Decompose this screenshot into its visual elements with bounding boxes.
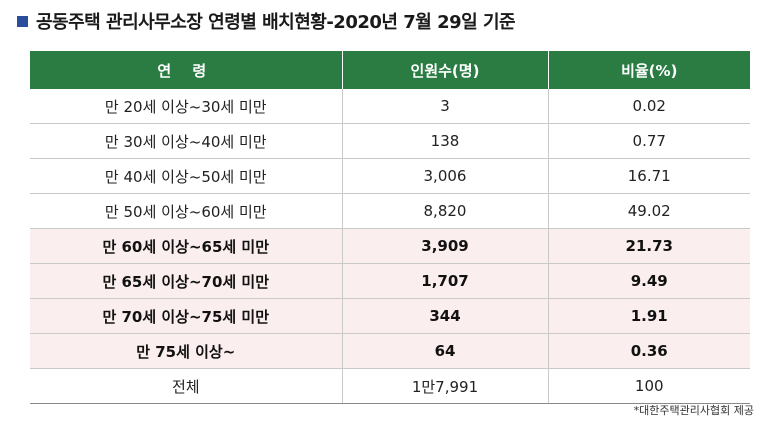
table-row-highlight: 만 65세 이상~70세 미만 1,707 9.49: [30, 263, 750, 299]
cell-count: 1,707: [341, 263, 548, 299]
title-bullet-square: [17, 15, 28, 27]
table-row: 만 20세 이상~30세 미만 3 0.02: [30, 89, 750, 124]
title-row: 공동주택 관리사무소장 연령별 배치현황-2020년 7월 29일 기준: [17, 8, 516, 34]
table-row-highlight: 만 60세 이상~65세 미만 3,909 21.73: [30, 228, 750, 264]
cell-age: 만 75세 이상~: [30, 333, 342, 369]
table-row: 만 30세 이상~40세 미만 138 0.77: [30, 123, 750, 159]
table-row: 만 40세 이상~50세 미만 3,006 16.71: [30, 158, 750, 194]
cell-age: 만 65세 이상~70세 미만: [30, 263, 342, 299]
cell-ratio: 21.73: [547, 228, 750, 264]
cell-ratio: 0.02: [547, 89, 750, 124]
header-count: 인원수(명): [341, 51, 548, 89]
cell-count: 3,006: [341, 158, 548, 194]
table-row-highlight: 만 70세 이상~75세 미만 344 1.91: [30, 298, 750, 334]
header-age: 연 령: [30, 51, 342, 89]
page-title: 공동주택 관리사무소장 연령별 배치현황-2020년 7월 29일 기준: [36, 12, 516, 33]
table-row-highlight: 만 75세 이상~ 64 0.36: [30, 333, 750, 369]
cell-ratio: 1.91: [547, 298, 750, 334]
cell-count: 344: [341, 298, 548, 334]
cell-count: 138: [341, 123, 548, 159]
cell-total-count: 1만7,991: [341, 368, 548, 404]
age-distribution-table: 연 령 인원수(명) 비율(%) 만 20세 이상~30세 미만 3 0.02 …: [30, 51, 750, 404]
table-row: 만 50세 이상~60세 미만 8,820 49.02: [30, 193, 750, 229]
cell-age: 만 30세 이상~40세 미만: [30, 123, 342, 159]
source-note: *대한주택관리사협회 제공: [633, 404, 754, 417]
cell-count: 3: [341, 89, 548, 124]
cell-ratio: 49.02: [547, 193, 750, 229]
cell-age: 만 60세 이상~65세 미만: [30, 228, 342, 264]
cell-age: 만 50세 이상~60세 미만: [30, 193, 342, 229]
cell-age: 만 20세 이상~30세 미만: [30, 89, 342, 124]
cell-ratio: 0.36: [547, 333, 750, 369]
cell-total-label: 전체: [30, 368, 342, 404]
cell-age: 만 70세 이상~75세 미만: [30, 298, 342, 334]
table-header-row: 연 령 인원수(명) 비율(%): [30, 51, 750, 89]
cell-count: 64: [341, 333, 548, 369]
cell-age: 만 40세 이상~50세 미만: [30, 158, 342, 194]
cell-ratio: 9.49: [547, 263, 750, 299]
header-ratio: 비율(%): [547, 51, 750, 89]
cell-count: 8,820: [341, 193, 548, 229]
table-body: 만 20세 이상~30세 미만 3 0.02 만 30세 이상~40세 미만 1…: [30, 89, 750, 404]
table-row-total: 전체 1만7,991 100: [30, 368, 750, 404]
cell-count: 3,909: [341, 228, 548, 264]
cell-total-ratio: 100: [547, 368, 750, 404]
cell-ratio: 16.71: [547, 158, 750, 194]
cell-ratio: 0.77: [547, 123, 750, 159]
